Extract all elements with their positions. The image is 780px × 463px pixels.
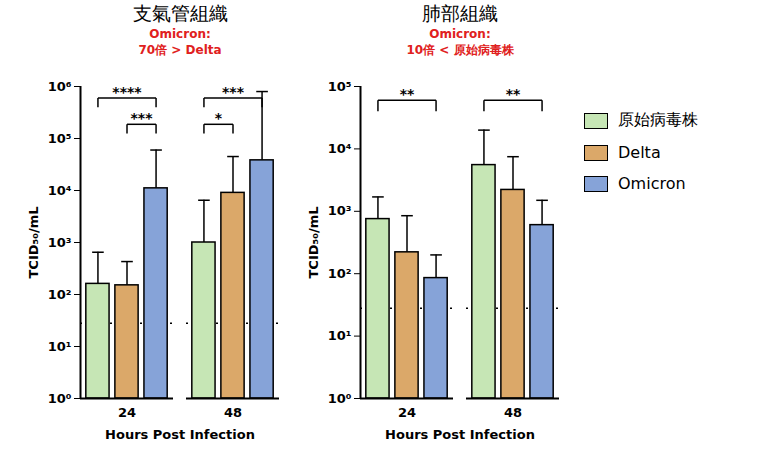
svg-text:24: 24 — [117, 405, 135, 420]
svg-text:***: *** — [222, 84, 245, 100]
svg-text:****: **** — [112, 84, 142, 100]
svg-text:***: *** — [130, 110, 153, 126]
html-text:肺部組織: 肺部組織 — [422, 2, 498, 24]
svg-text:TCID₅₀/mL: TCID₅₀/mL — [25, 206, 40, 278]
svg-text:48: 48 — [223, 405, 241, 420]
svg-text:Hours Post Infection: Hours Post Infection — [105, 427, 255, 442]
svg-text:10⁵: 10⁵ — [327, 79, 351, 94]
html-text:支氣管組織: 支氣管組織 — [132, 2, 228, 24]
svg-text:TCID₅₀/mL: TCID₅₀/mL — [305, 206, 320, 278]
html-text:Omicron: 70倍 > Delta: Omicron: 70倍 > Delta — [138, 27, 222, 57]
svg-text:10⁰: 10⁰ — [327, 391, 351, 406]
svg-text:10⁶: 10⁶ — [47, 79, 71, 94]
svg-text:10³: 10³ — [327, 203, 351, 218]
svg-text:10⁵: 10⁵ — [47, 131, 71, 146]
svg-text:*: * — [214, 110, 222, 126]
svg-text:10⁴: 10⁴ — [47, 183, 71, 198]
html-text:Omicron: Omicron — [618, 174, 686, 193]
svg-text:10⁴: 10⁴ — [327, 141, 351, 156]
svg-text:24: 24 — [397, 405, 415, 420]
svg-text:**: ** — [399, 86, 414, 102]
svg-text:Hours Post Infection: Hours Post Infection — [385, 427, 535, 442]
svg-text:10²: 10² — [47, 287, 71, 302]
html-text:Omicron: 10倍 < 原始病毒株: Omicron: 10倍 < 原始病毒株 — [406, 27, 514, 57]
html-text:Delta: Delta — [618, 143, 661, 162]
svg-text:**: ** — [505, 86, 520, 102]
html-text:原始病毒株: 原始病毒株 — [618, 110, 698, 129]
svg-text:10²: 10² — [327, 266, 351, 281]
svg-text:10¹: 10¹ — [47, 339, 71, 354]
svg-text:10³: 10³ — [47, 235, 71, 250]
svg-text:10¹: 10¹ — [327, 328, 351, 343]
svg-text:48: 48 — [503, 405, 521, 420]
svg-text:10⁰: 10⁰ — [47, 391, 71, 406]
